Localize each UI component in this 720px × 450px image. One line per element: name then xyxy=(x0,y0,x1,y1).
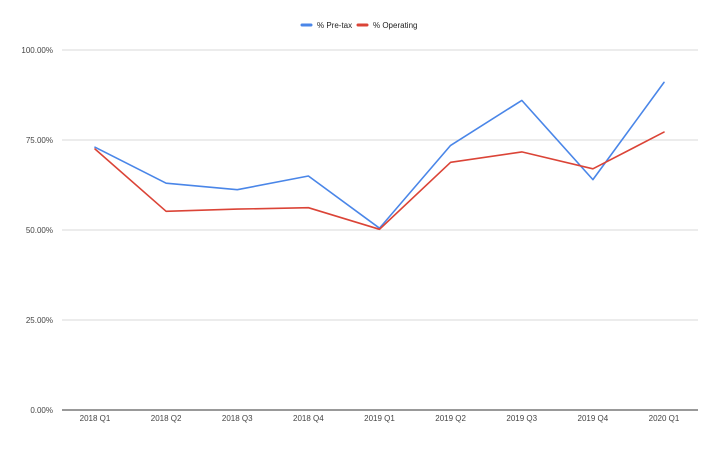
data-point xyxy=(663,81,665,83)
y-tick-label: 0.00% xyxy=(30,406,53,415)
x-tick-label: 2018 Q3 xyxy=(222,414,253,423)
y-axis-tick-labels: 0.00% 25.00% 50.00% 75.00% 100.00% xyxy=(21,46,53,415)
series-line-operating xyxy=(94,131,665,231)
data-point xyxy=(236,188,238,190)
data-point xyxy=(663,131,665,133)
y-tick-label: 50.00% xyxy=(26,226,53,235)
x-tick-label: 2019 Q3 xyxy=(506,414,537,423)
data-point xyxy=(592,178,594,180)
x-axis-tick-labels: 2018 Q1 2018 Q2 2018 Q3 2018 Q4 2019 Q1 2019 … xyxy=(80,414,680,423)
data-point xyxy=(521,99,523,101)
x-tick-label: 2020 Q1 xyxy=(649,414,680,423)
data-point xyxy=(94,148,96,150)
data-point xyxy=(521,151,523,153)
x-tick-label: 2018 Q2 xyxy=(151,414,182,423)
legend-label: % Operating xyxy=(373,21,417,30)
data-point xyxy=(307,175,309,177)
x-tick-label: 2019 Q4 xyxy=(578,414,609,423)
x-tick-label: 2019 Q1 xyxy=(364,414,395,423)
data-point xyxy=(307,206,309,208)
data-point xyxy=(165,182,167,184)
series-lines xyxy=(94,81,665,231)
data-point xyxy=(449,144,451,146)
series-line-pre-tax xyxy=(94,81,665,229)
y-tick-label: 100.00% xyxy=(21,46,53,55)
x-tick-label: 2019 Q2 xyxy=(435,414,466,423)
data-point xyxy=(592,168,594,170)
data-point xyxy=(449,161,451,163)
gridlines xyxy=(62,49,698,411)
legend: % Pre-tax % Operating xyxy=(300,21,417,30)
y-tick-label: 75.00% xyxy=(26,136,53,145)
data-point xyxy=(165,210,167,212)
data-point xyxy=(378,228,380,230)
x-tick-label: 2018 Q1 xyxy=(80,414,111,423)
x-tick-label: 2018 Q4 xyxy=(293,414,324,423)
legend-label: % Pre-tax xyxy=(317,21,352,30)
data-point xyxy=(236,208,238,210)
y-tick-label: 25.00% xyxy=(26,316,53,325)
